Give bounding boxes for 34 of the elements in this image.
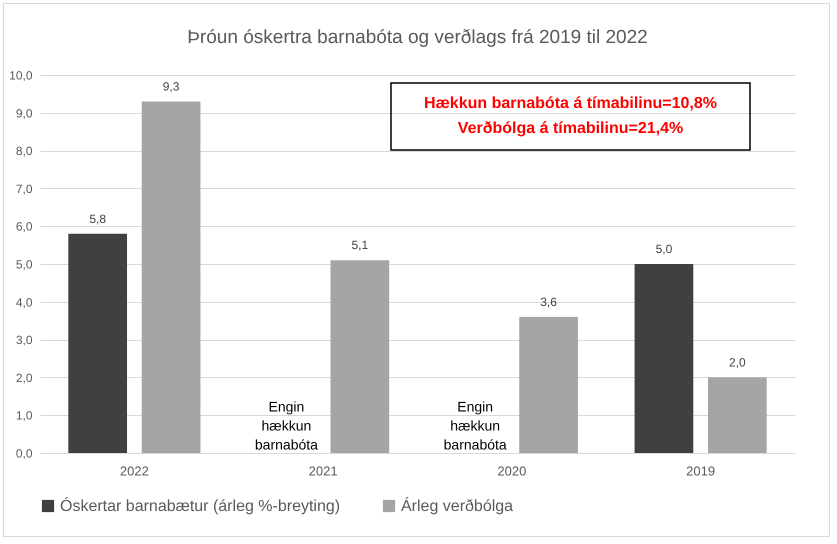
y-tick-label: 7,0 [16,182,33,196]
data-label: 5,0 [656,242,673,256]
legend-label: Óskertar barnabætur (árleg %-breyting) [60,497,340,515]
legend-label: Árleg verðbólga [401,497,514,515]
annotation: Engin hækkun barnabóta [254,398,318,453]
y-tick-label: 10,0 [9,68,33,82]
y-tick-label: 0,0 [16,446,33,460]
data-label: 5,8 [89,212,106,226]
chart-title: Þróun óskertra barnabóta og verðlags frá 2019 til 2022 [187,27,648,48]
bar [519,316,578,453]
annotation: Engin hækkun barnabóta [444,398,507,453]
x-tick-label: 2022 [120,464,149,478]
y-tick-label: 4,0 [16,295,33,310]
data-label: 2,0 [728,355,746,370]
x-tick-label: 2021 [308,464,338,478]
y-tick-label: 6,0 [16,220,33,234]
bar [634,264,694,453]
y-tick-label: 8,0 [16,144,33,158]
bar [330,260,390,453]
x-tick-label: 2019 [686,464,716,478]
annotation: Verðbólga á tímabilinu=21,4% [458,120,684,137]
y-tick-label: 5,0 [16,258,33,272]
bar [708,377,767,453]
x-tick-label: 2020 [497,464,526,478]
y-tick-label: 1,0 [16,408,33,423]
annotation: Hækkun barnabóta á tímabilinu=10,8% [424,95,717,112]
data-label: 5,1 [351,238,368,252]
y-tick-label: 9,0 [16,106,33,120]
bar [68,234,128,453]
y-tick-label: 2,0 [16,370,33,385]
data-label: 3,6 [540,294,558,309]
y-tick-label: 3,0 [16,333,33,348]
bar [142,101,200,453]
data-label: 9,3 [162,79,180,94]
